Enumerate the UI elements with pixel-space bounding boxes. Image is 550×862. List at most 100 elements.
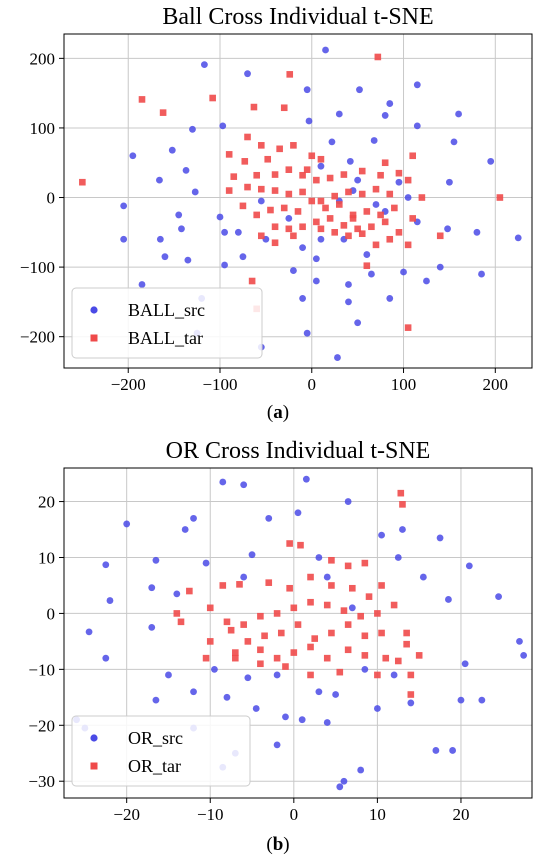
- tar-point: [273, 654, 281, 662]
- tar-point: [276, 145, 283, 153]
- src-point: [449, 747, 457, 754]
- tar-point: [372, 241, 380, 249]
- tar-point: [209, 94, 216, 102]
- tar-point: [361, 559, 369, 567]
- src-point: [240, 481, 248, 489]
- src-point: [148, 584, 156, 592]
- tar-point: [415, 652, 423, 659]
- tar-point: [349, 215, 357, 222]
- tar-point: [297, 541, 304, 549]
- src-point: [298, 716, 306, 724]
- src-point: [152, 696, 160, 704]
- src-point: [400, 268, 407, 276]
- tar-point: [244, 638, 252, 645]
- tar-point: [378, 629, 385, 637]
- tar-point: [361, 652, 369, 659]
- tar-point: [395, 169, 403, 177]
- y-tick-label: −20: [28, 716, 55, 735]
- tar-point: [344, 621, 352, 628]
- tar-point: [313, 218, 320, 226]
- tar-point: [299, 223, 306, 231]
- src-point: [120, 202, 128, 210]
- src-point: [244, 674, 252, 682]
- src-point: [173, 590, 181, 598]
- src-point: [487, 157, 495, 165]
- tar-point: [340, 171, 348, 178]
- tar-point: [286, 584, 293, 592]
- tar-point: [290, 142, 297, 149]
- x-tick-label: 100: [391, 375, 417, 394]
- tar-point: [253, 211, 261, 219]
- plot-frame: [63, 33, 533, 369]
- tar-point: [368, 223, 375, 231]
- src-point: [478, 270, 485, 278]
- src-point: [219, 478, 227, 486]
- src-point: [175, 211, 183, 219]
- src-point: [221, 228, 228, 236]
- tar-point: [404, 324, 412, 331]
- src-point: [445, 596, 452, 603]
- src-point: [328, 138, 336, 146]
- src-point: [317, 235, 325, 243]
- src-point: [303, 329, 311, 337]
- src-point: [413, 81, 421, 89]
- tar-point: [244, 183, 251, 191]
- src-point: [244, 70, 251, 78]
- tar-point: [240, 621, 247, 628]
- y-tick-label: 20: [38, 493, 55, 512]
- tar-point: [345, 188, 352, 196]
- tar-point: [345, 232, 352, 240]
- tar-point: [404, 241, 412, 249]
- tar-point: [335, 201, 343, 208]
- tar-point: [344, 562, 352, 570]
- tar-point: [357, 612, 364, 620]
- x-tick-label: 0: [308, 375, 317, 394]
- tar-point: [271, 223, 279, 231]
- tar-point: [397, 489, 405, 497]
- tar-point: [363, 208, 371, 215]
- tar-point: [374, 671, 381, 679]
- tar-point: [377, 211, 384, 219]
- tar-point: [331, 229, 339, 236]
- src-point: [346, 157, 354, 165]
- tar-point: [311, 635, 319, 642]
- tar-point: [290, 604, 298, 612]
- src-point: [345, 281, 352, 288]
- tar-point: [381, 159, 389, 167]
- tar-point: [377, 171, 384, 179]
- figure-caption: (b): [266, 834, 289, 855]
- tar-point: [386, 190, 394, 198]
- y-tick-label: 10: [38, 548, 55, 567]
- src-point: [446, 178, 453, 186]
- x-tick-label: 0: [290, 805, 299, 824]
- src-point: [182, 166, 190, 174]
- tar-point: [285, 225, 293, 233]
- src-point: [473, 228, 481, 236]
- src-point: [221, 261, 228, 269]
- src-point: [85, 628, 93, 636]
- x-tick-label: 20: [452, 805, 469, 824]
- tar-point: [236, 581, 243, 588]
- src-point: [219, 122, 227, 130]
- src-point: [191, 188, 199, 196]
- src-point: [190, 688, 197, 696]
- tar-point: [285, 166, 293, 173]
- src-point: [165, 671, 172, 679]
- or-tsne-chart: OR Cross Individual t-SNE −20 −10 0 10 20 −30 −…: [28, 438, 533, 855]
- tar-point: [223, 618, 231, 626]
- src-point: [240, 573, 248, 581]
- y-tick-label: −100: [20, 258, 55, 277]
- legend-label: OR_tar: [128, 756, 181, 776]
- tar-point: [248, 277, 256, 285]
- src-point: [161, 253, 169, 261]
- tar-point: [403, 640, 410, 648]
- src-point: [386, 100, 394, 107]
- src-point: [322, 46, 329, 54]
- tar-point: [230, 173, 238, 180]
- src-point: [354, 319, 362, 327]
- tar-point: [227, 626, 235, 634]
- tar-point: [409, 152, 417, 160]
- tar-point: [294, 621, 302, 628]
- src-point: [361, 665, 369, 673]
- src-point: [348, 604, 356, 612]
